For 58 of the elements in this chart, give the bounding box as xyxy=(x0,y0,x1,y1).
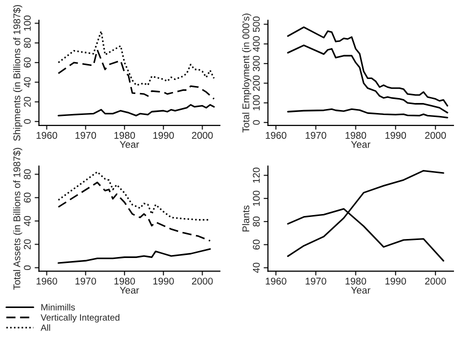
line-series xyxy=(58,171,211,221)
y-axis-title: Total Employment (in 000's) xyxy=(242,14,252,132)
legend-label: Vertically Integrated xyxy=(40,314,120,322)
y-tick-label: 100 xyxy=(24,16,31,31)
x-tick-label: 1980 xyxy=(114,278,135,285)
x-tick-label: 1990 xyxy=(386,132,406,139)
y-tick-label: 100 xyxy=(252,95,260,110)
y-axis-title: Total Assets (in Billions of 1987$) xyxy=(13,148,22,290)
y-tick-label: 0 xyxy=(252,120,260,125)
x-axis-title: Year xyxy=(351,141,370,148)
line-series xyxy=(287,108,448,118)
y-tick-label: 60 xyxy=(252,240,260,250)
x-tick-label: 1970 xyxy=(306,132,326,139)
x-tick-label: 1960 xyxy=(36,278,58,285)
x-axis-title: Year xyxy=(120,141,140,148)
y-tick-label: 40 xyxy=(24,77,31,88)
line-series xyxy=(58,104,215,116)
y-tick-label: 60 xyxy=(24,192,31,203)
y-tick-label: 60 xyxy=(24,58,31,68)
y-tick-label: 80 xyxy=(24,169,31,180)
x-tick-label: 1970 xyxy=(76,132,96,139)
x-tick-label: 1970 xyxy=(76,278,96,285)
y-axis-title: Plants xyxy=(242,205,250,232)
x-tick-label: 2000 xyxy=(425,132,446,139)
y-tick-label: 300 xyxy=(252,56,260,72)
y-tick-label: 100 xyxy=(252,190,260,206)
x-tick-label: 1990 xyxy=(386,278,406,285)
x-tick-label: 1990 xyxy=(153,278,174,285)
x-tick-label: 1990 xyxy=(153,132,174,139)
x-axis-title: Year xyxy=(120,286,140,294)
y-tick-label: 40 xyxy=(252,262,260,273)
y-tick-label: 20 xyxy=(24,239,31,250)
legend-label: All xyxy=(40,324,50,331)
x-tick-label: 1970 xyxy=(306,278,326,285)
x-tick-label: 1960 xyxy=(266,278,286,285)
y-axis-title: Shipments (in Billions of 1987$) xyxy=(13,5,22,141)
y-tick-label: 20 xyxy=(24,96,31,107)
x-tick-label: 1960 xyxy=(266,132,286,139)
x-tick-label: 1960 xyxy=(36,132,58,139)
y-tick-label: 500 xyxy=(252,16,260,32)
x-tick-label: 2000 xyxy=(192,278,213,285)
y-tick-label: 200 xyxy=(252,75,260,91)
x-tick-label: 1980 xyxy=(114,132,135,139)
line-series xyxy=(58,248,211,264)
x-tick-label: 2000 xyxy=(425,278,446,285)
y-tick-label: 80 xyxy=(24,38,31,48)
y-tick-label: 0 xyxy=(24,119,31,124)
legend-label: Minimills xyxy=(41,304,75,310)
x-tick-label: 1980 xyxy=(346,132,366,139)
y-tick-label: 80 xyxy=(252,216,260,227)
x-tick-label: 2000 xyxy=(192,132,213,139)
y-tick-label: 400 xyxy=(252,36,260,52)
y-tick-label: 40 xyxy=(24,216,31,226)
x-tick-label: 1980 xyxy=(346,278,366,285)
x-axis-title: Year xyxy=(351,286,370,294)
line-series xyxy=(58,182,211,242)
y-tick-label: 120 xyxy=(252,168,260,183)
y-tick-label: 0 xyxy=(24,265,31,270)
